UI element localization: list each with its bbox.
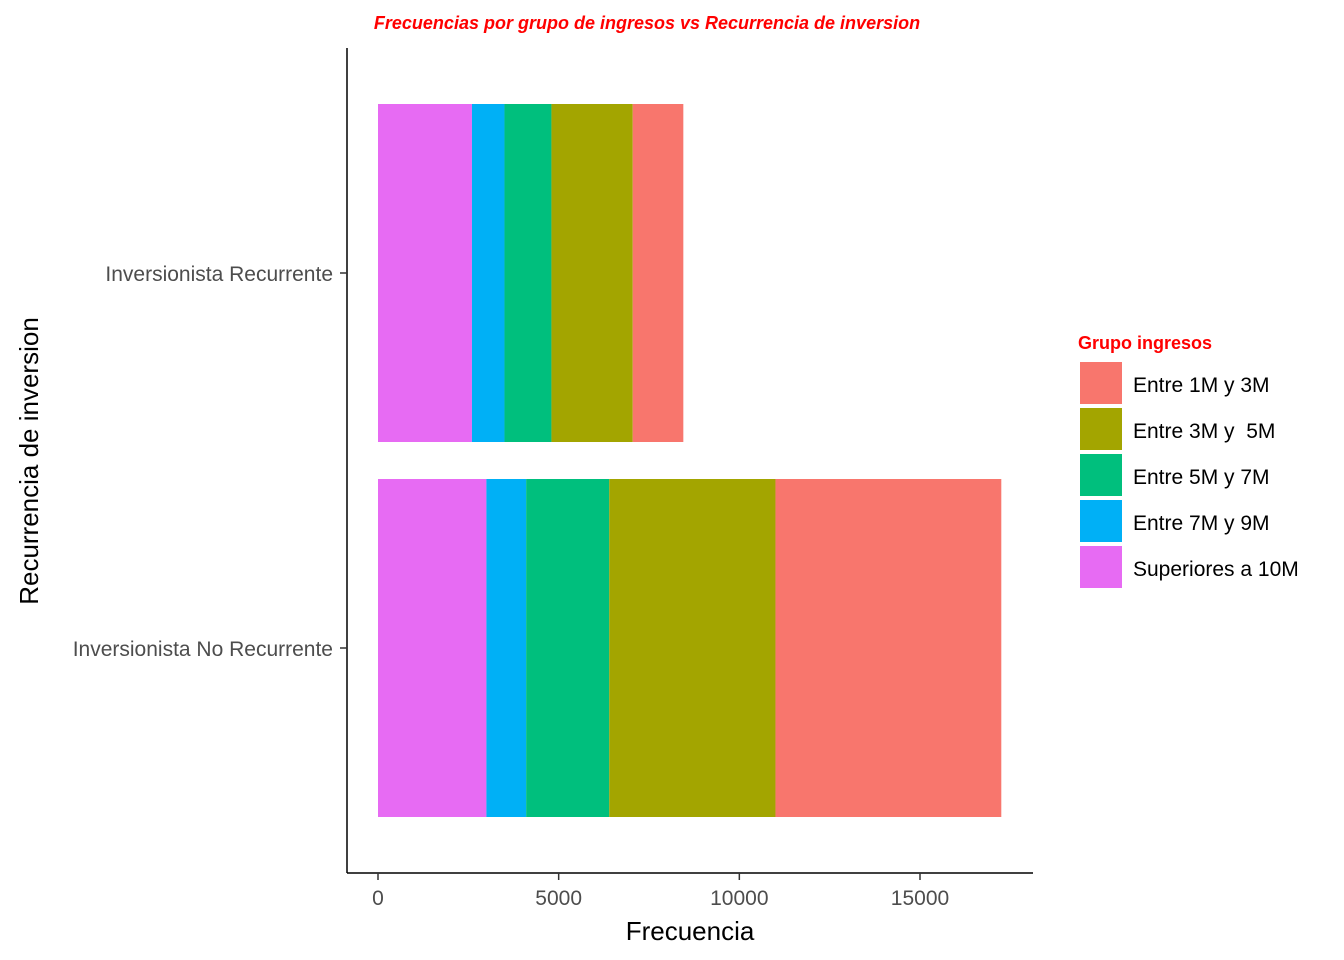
legend-title: Grupo ingresos — [1078, 333, 1212, 353]
legend-swatch-2 — [1080, 454, 1122, 496]
legend-swatch-0 — [1080, 362, 1122, 404]
x-tick-label-2: 10000 — [710, 887, 768, 910]
bar-0-1 — [486, 479, 527, 817]
legend-label-3: Entre 7M y 9M — [1133, 512, 1270, 535]
legend-swatch-3 — [1080, 500, 1122, 542]
bar-0-2 — [526, 479, 610, 817]
bar-1-0 — [378, 104, 472, 442]
bar-1-2 — [504, 104, 552, 442]
bar-0-4 — [775, 479, 1002, 817]
x-tick-label-0: 0 — [372, 887, 384, 910]
chart-title: Frecuencias por grupo de ingresos vs Rec… — [374, 13, 920, 33]
y-tick-label-0: Inversionista No Recurrente — [73, 638, 333, 661]
bar-0-0 — [378, 479, 487, 817]
y-axis: Inversionista No Recurrente Inversionista… — [73, 263, 347, 661]
y-axis-title: Recurrencia de inversion — [14, 317, 44, 605]
legend-label-0: Entre 1M y 3M — [1133, 374, 1270, 397]
legend-label-1: Entre 3M y 5M — [1133, 420, 1275, 443]
bar-1-4 — [632, 104, 684, 442]
x-axis-title: Frecuencia — [626, 916, 755, 946]
legend: Grupo ingresos Entre 1M y 3M Entre 3M y 5… — [1078, 333, 1299, 588]
x-tick-label-3: 15000 — [891, 887, 949, 910]
y-tick-label-1: Inversionista Recurrente — [105, 263, 333, 286]
plot-area — [378, 104, 1002, 817]
legend-swatch-4 — [1080, 546, 1122, 588]
x-axis: 0 5000 10000 15000 — [372, 873, 949, 910]
x-tick-label-1: 5000 — [535, 887, 582, 910]
bar-1-1 — [471, 104, 505, 442]
legend-label-2: Entre 5M y 7M — [1133, 466, 1270, 489]
legend-swatch-1 — [1080, 408, 1122, 450]
bar-0-3 — [609, 479, 776, 817]
bar-1-3 — [551, 104, 633, 442]
legend-label-4: Superiores a 10M — [1133, 558, 1299, 581]
